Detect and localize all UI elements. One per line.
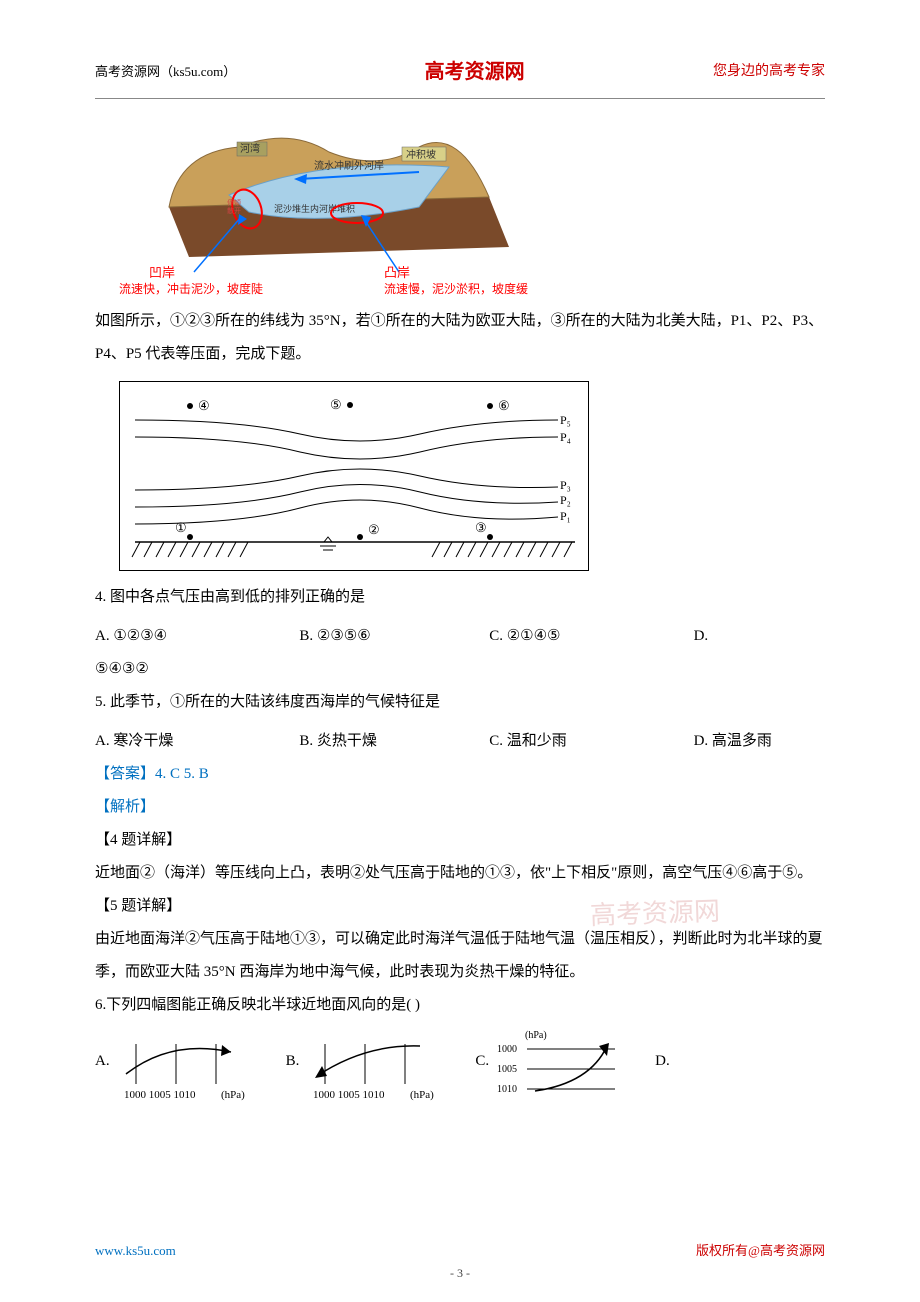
- q5-detail-title: 【5 题详解】: [95, 890, 825, 923]
- page-number: - 3 -: [0, 1260, 920, 1286]
- q4-opt-d-cont: ⑤④③②: [95, 653, 825, 686]
- svg-text:⑤: ⑤: [330, 397, 342, 412]
- svg-text:③: ③: [475, 520, 487, 535]
- q4-opt-c: C. ②①④⑤: [489, 620, 693, 653]
- svg-text:停顿: 停顿: [227, 198, 241, 207]
- q5-stem: 5. 此季节，①所在的大陆该纬度西海岸的气候特征是: [95, 686, 825, 719]
- svg-text:(hPa): (hPa): [410, 1089, 434, 1101]
- q4-opt-a: A. ①②③④: [95, 620, 299, 653]
- svg-text:1005: 1005: [497, 1064, 517, 1075]
- q4-detail-title: 【4 题详解】: [95, 824, 825, 857]
- q5-opt-b: B. 炎热干燥: [299, 725, 489, 758]
- svg-text:(hPa): (hPa): [221, 1089, 245, 1101]
- concave-title: 凸岸: [384, 265, 410, 280]
- svg-text:P₄: P₄: [560, 430, 571, 444]
- q4-stem: 4. 图中各点气压由高到低的排列正确的是: [95, 581, 825, 614]
- q4-options: A. ①②③④ B. ②③⑤⑥ C. ②①④⑤ D.: [95, 620, 825, 653]
- q6-label-a: A.: [95, 1045, 110, 1078]
- q6-stem: 6.下列四幅图能正确反映北半球近地面风向的是( ): [95, 989, 825, 1022]
- q6-label-c: C.: [475, 1045, 489, 1078]
- intro-paragraph: 如图所示，①②③所在的纬线为 35°N，若①所在的大陆为欧亚大陆，③所在的大陆为…: [95, 305, 825, 371]
- q4-detail-body: 近地面②（海洋）等压线向上凸，表明②处气压高于陆地的①③，依"上下相反"原则，高…: [95, 857, 825, 890]
- svg-text:P₃: P₃: [560, 478, 571, 492]
- river-diagram: 流水冲刷外河岸 泥沙堆生内河岸堆积 河湾 冲积坡 凹岸 流速快，冲击泥沙，坡度陡…: [119, 117, 549, 297]
- svg-text:④: ④: [198, 398, 210, 413]
- analysis-label: 【解析】: [95, 791, 825, 824]
- pressure-diagram: P₅ P₄ P₃ P₂ P₁ ④ ⑤ ⑥: [119, 381, 589, 571]
- q6-label-d: D.: [655, 1045, 670, 1078]
- q5-detail-body: 由近地面海洋②气压高于陆地①③，可以确定此时海洋气温低于陆地气温（温压相反），判…: [95, 923, 825, 989]
- arrow-label: 流水冲刷外河岸: [314, 159, 384, 172]
- svg-text:散开: 散开: [227, 206, 241, 215]
- q5-options: A. 寒冷干燥 B. 炎热干燥 C. 温和少雨 D. 高温多雨: [95, 725, 825, 758]
- svg-text:⑥: ⑥: [498, 398, 510, 413]
- q6-label-b: B.: [286, 1045, 300, 1078]
- svg-text:1000: 1000: [497, 1044, 517, 1055]
- q6-fig-d: D.: [655, 1045, 676, 1106]
- svg-text:P₁: P₁: [560, 509, 571, 523]
- svg-text:P₅: P₅: [560, 413, 571, 427]
- svg-text:P₂: P₂: [560, 493, 571, 507]
- svg-text:河湾: 河湾: [240, 142, 260, 155]
- q4-opt-d: D.: [694, 620, 825, 653]
- q5-opt-a: A. 寒冷干燥: [95, 725, 299, 758]
- q5-opt-c: C. 温和少雨: [489, 725, 693, 758]
- svg-text:冲积坡: 冲积坡: [406, 148, 436, 161]
- q6-fig-a: A. 1000 1005 1010 (hPa): [95, 1034, 256, 1106]
- header-center: 高考资源网: [425, 50, 525, 94]
- svg-text:1000 1005 1010: 1000 1005 1010: [313, 1089, 385, 1101]
- q5-opt-d: D. 高温多雨: [694, 725, 825, 758]
- convex-desc: 流速快，冲击泥沙，坡度陡: [119, 281, 263, 296]
- answers: 【答案】4. C 5. B: [95, 758, 825, 791]
- svg-text:②: ②: [368, 522, 380, 537]
- concave-desc: 流速慢，泥沙淤积，坡度缓: [384, 281, 528, 296]
- q6-fig-c: C. (hPa) 1000 1005 1010: [475, 1028, 625, 1106]
- svg-text:(hPa): (hPa): [525, 1030, 547, 1041]
- q6-figures: A. 1000 1005 1010 (hPa) B. 1000 1005 101: [95, 1028, 825, 1106]
- svg-text:1000 1005 1010: 1000 1005 1010: [124, 1089, 196, 1101]
- header-left: 高考资源网（ks5u.com）: [95, 58, 236, 87]
- header-right: 您身边的高考专家: [713, 57, 825, 88]
- convex-title: 凹岸: [149, 265, 175, 280]
- svg-text:1010: 1010: [497, 1084, 517, 1095]
- svg-text:①: ①: [175, 520, 187, 535]
- page-header: 高考资源网（ks5u.com） 高考资源网 您身边的高考专家: [95, 50, 825, 99]
- q6-fig-b: B. 1000 1005 1010 (hPa): [286, 1034, 446, 1106]
- q4-opt-b: B. ②③⑤⑥: [299, 620, 489, 653]
